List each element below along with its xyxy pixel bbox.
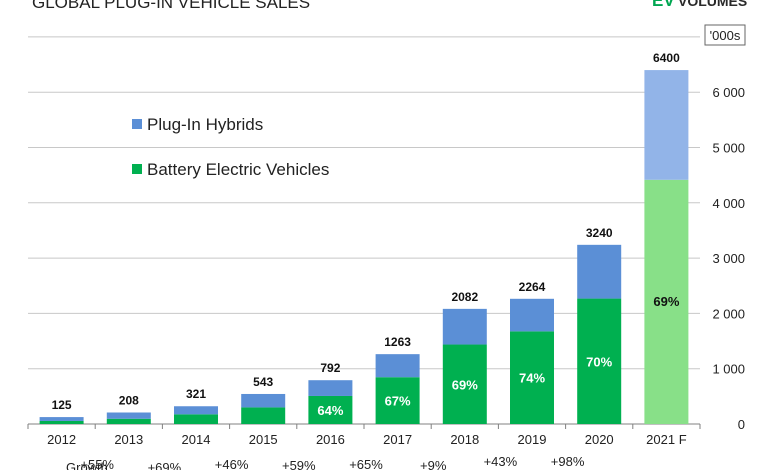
legend-label-phev: Plug-In Hybrids — [147, 115, 263, 134]
bar-bev-2017 — [375, 377, 420, 424]
growth-value: +55% — [80, 457, 114, 470]
x-tick-label: 2017 — [383, 432, 412, 447]
bar-phev-2020 — [577, 244, 622, 299]
chart-title: GLOBAL PLUG-IN VEHICLE SALES — [32, 0, 310, 12]
legend-swatch-phev — [132, 119, 142, 129]
total-label: 792 — [320, 361, 340, 375]
total-label: 125 — [52, 398, 72, 412]
bar-bev-2014 — [174, 414, 218, 424]
total-label: 2082 — [451, 290, 478, 304]
brand-logo-ev: EV — [652, 0, 675, 10]
bar-phev-2014 — [174, 406, 218, 415]
y-tick-label: 6 000 — [712, 85, 745, 100]
bar-phev-2018 — [442, 308, 487, 345]
x-tick-label: 2013 — [114, 432, 143, 447]
y-tick-label: 2 000 — [712, 306, 745, 321]
bar-phev-2019 — [510, 298, 554, 332]
brand-logo-name: VOLUMES — [678, 0, 747, 9]
total-label: 3240 — [586, 226, 613, 240]
total-label: 543 — [253, 375, 273, 389]
bev-share-label: 74% — [519, 371, 545, 386]
unit-label-box — [704, 24, 746, 46]
legend-label-bev: Battery Electric Vehicles — [147, 160, 329, 179]
bev-share-label: 64% — [317, 403, 343, 418]
y-tick-label: 1 000 — [712, 362, 745, 377]
growth-value: +98% — [551, 454, 585, 469]
bar-phev-2013 — [106, 412, 151, 419]
total-label: 2264 — [519, 280, 546, 294]
total-label: 6400 — [653, 51, 680, 65]
bar-phev-2012 — [39, 417, 84, 421]
x-tick-label: 2019 — [518, 432, 547, 447]
x-tick-label: 2018 — [450, 432, 479, 447]
bar-bev-2013 — [106, 418, 151, 424]
bev-share-label: 69% — [653, 294, 679, 309]
x-tick-label: 2021 F — [646, 432, 687, 447]
legend-swatch-bev — [132, 164, 142, 174]
total-label: 208 — [119, 393, 139, 407]
x-tick-label: 2014 — [182, 432, 211, 447]
growth-value: +46% — [215, 457, 249, 470]
bar-phev-2017 — [375, 354, 420, 378]
bev-share-label: 67% — [385, 394, 411, 409]
growth-value: +43% — [484, 454, 518, 469]
growth-value: +65% — [349, 457, 383, 470]
bar-bev-2016 — [308, 395, 353, 424]
bar-bev-2019 — [510, 331, 554, 424]
bar-phev-2016 — [308, 380, 353, 396]
bar-phev-2021-f — [644, 70, 689, 180]
bar-bev-2020 — [577, 298, 622, 424]
bar-bev-2012 — [39, 420, 84, 424]
bar-bev-2015 — [241, 407, 286, 424]
bar-bev-2021-f — [644, 179, 689, 424]
y-tick-label: 0 — [738, 417, 745, 432]
y-tick-label: 3 000 — [712, 251, 745, 266]
y-tick-label: 5 000 — [712, 141, 745, 156]
bar-bev-2018 — [442, 344, 487, 424]
y-tick-label: 4 000 — [712, 196, 745, 211]
x-tick-label: 2012 — [47, 432, 76, 447]
total-label: 321 — [186, 387, 206, 401]
unit-label: '000s — [710, 28, 741, 43]
total-label: 1263 — [384, 335, 411, 349]
bar-phev-2015 — [241, 393, 286, 408]
growth-value: +69% — [148, 460, 182, 470]
x-tick-label: 2015 — [249, 432, 278, 447]
growth-value: +59% — [282, 458, 316, 470]
growth-value: +9% — [420, 458, 447, 470]
bev-share-label: 69% — [452, 377, 478, 392]
bev-share-label: 70% — [586, 354, 612, 369]
x-tick-label: 2016 — [316, 432, 345, 447]
x-tick-label: 2020 — [585, 432, 614, 447]
